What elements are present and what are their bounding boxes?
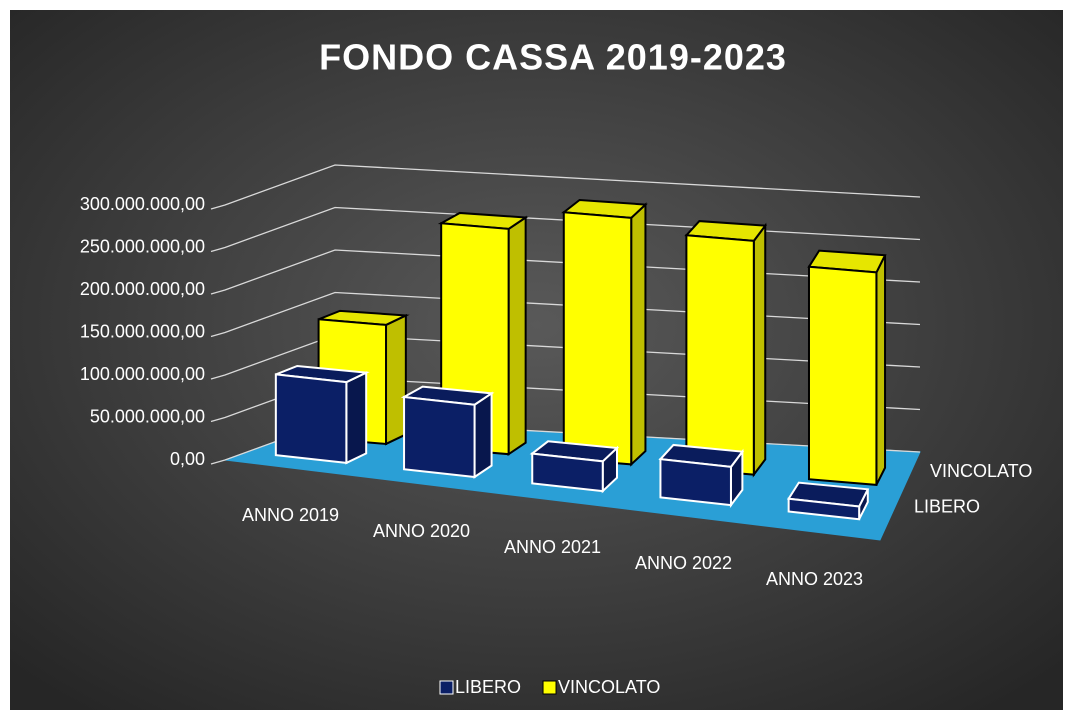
bar — [561, 198, 648, 467]
legend: LIBERO VINCOLATO — [439, 677, 660, 697]
grid-line — [210, 164, 921, 210]
x-tick-label: ANNO 2019 — [242, 505, 339, 525]
bar — [684, 220, 768, 478]
depth-label: VINCOLATO — [930, 461, 1032, 481]
legend-label: LIBERO — [455, 677, 521, 697]
x-tick-label: ANNO 2023 — [766, 569, 863, 589]
y-tick-label: 250.000.000,00 — [80, 236, 205, 256]
y-tick-label: 150.000.000,00 — [80, 321, 205, 341]
chart-background — [10, 10, 1063, 710]
x-tick-label: ANNO 2022 — [635, 553, 732, 573]
y-tick-label: 50.000.000,00 — [90, 406, 205, 426]
legend-swatch — [542, 680, 557, 695]
plot-area: 0,00 50.000.000,00 100.000.000,00 150.000.0… — [80, 164, 1032, 589]
bar — [786, 481, 870, 521]
legend-label: VINCOLATO — [558, 677, 660, 697]
x-tick-label: ANNO 2021 — [504, 537, 601, 557]
bar — [274, 364, 370, 465]
bar — [529, 440, 620, 494]
depth-label: LIBERO — [914, 496, 980, 516]
chart-title: FONDO CASSA 2019-2023 — [319, 37, 787, 78]
y-tick-label: 200.000.000,00 — [80, 279, 205, 299]
bar — [807, 249, 887, 486]
bar — [400, 385, 495, 479]
bar — [658, 443, 745, 509]
x-tick-label: ANNO 2020 — [373, 521, 470, 541]
y-tick-label: 0,00 — [170, 449, 205, 469]
y-tick-label: 100.000.000,00 — [80, 364, 205, 384]
legend-swatch — [439, 680, 454, 695]
y-tick-label: 300.000.000,00 — [80, 194, 205, 214]
